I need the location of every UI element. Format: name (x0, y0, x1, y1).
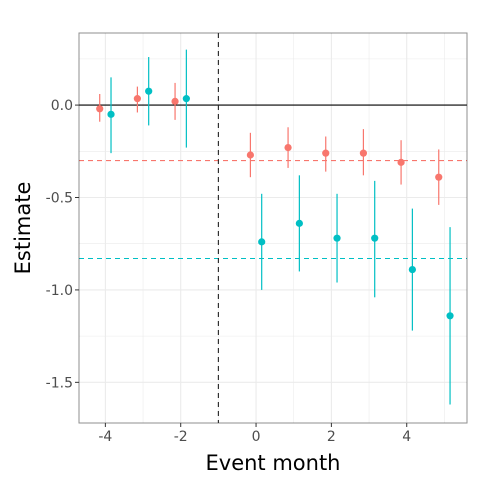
data-point (107, 110, 115, 118)
y-tick-label: -0.5 (46, 191, 73, 207)
x-tick-label: -2 (174, 429, 188, 445)
data-point (246, 151, 254, 159)
y-axis-title: Estimate (11, 182, 35, 275)
data-point (397, 158, 405, 166)
reference-lines (79, 33, 467, 423)
axes: -4 -2 0 2 4 0.0 -0.5 -1.0 -1.5 (46, 98, 412, 445)
data-point (145, 87, 153, 95)
x-tick-label: -4 (98, 429, 112, 445)
data-point (435, 173, 443, 181)
grid (79, 33, 467, 423)
data-point (322, 149, 330, 157)
data-point (96, 105, 104, 113)
x-tick-label: 4 (402, 429, 411, 445)
data-point (258, 238, 266, 246)
data-point (284, 143, 292, 152)
data-point (408, 265, 416, 274)
y-tick-label: -1.5 (46, 375, 73, 391)
data-point (333, 234, 341, 242)
x-tick-label: 0 (252, 429, 261, 445)
y-tick-label: 0.0 (51, 98, 73, 114)
data-point (371, 234, 379, 242)
panel-border (78, 32, 468, 424)
data-point (446, 312, 454, 320)
data-point (359, 149, 368, 157)
x-axis-title: Event month (206, 451, 341, 475)
data-marks (96, 49, 454, 405)
data-point (133, 95, 141, 103)
data-point (171, 97, 179, 105)
y-tick-label: -1.0 (46, 283, 73, 299)
data-point (182, 95, 190, 103)
data-point (295, 219, 303, 227)
x-tick-label: 2 (327, 429, 336, 445)
